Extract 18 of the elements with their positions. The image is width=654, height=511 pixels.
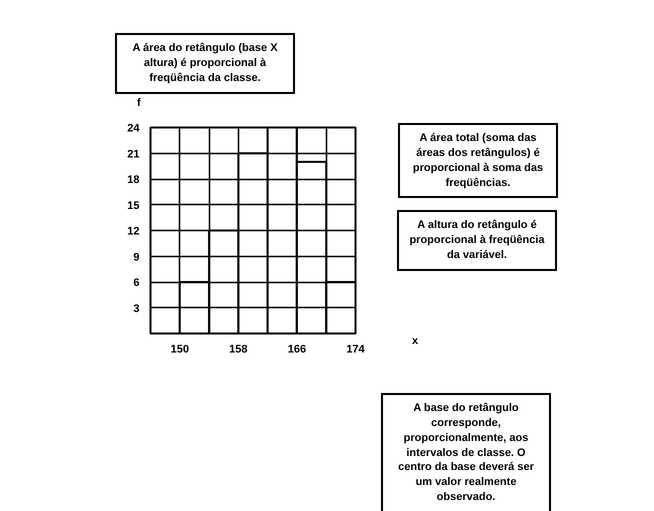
x-axis-title: x <box>412 334 418 349</box>
y-tick-label: 9 <box>133 251 140 264</box>
y-tick-label: 6 <box>133 277 140 289</box>
text: A área total (soma das áreas dos retângulos) é proporcional à soma das freqüências. <box>412 131 544 190</box>
y-tick-label: 21 <box>127 148 140 160</box>
x-tick-label: 158 <box>229 344 248 356</box>
y-tick-label: 18 <box>127 174 140 186</box>
x-tick-label: 174 <box>346 344 366 356</box>
text: A altura do retângulo é proporcional à freqüência da variável. <box>408 218 546 263</box>
y-tick-label: 24 <box>127 122 140 134</box>
y-tick-label: 12 <box>127 226 140 238</box>
y-tick-label: 3 <box>133 302 140 315</box>
y-tick-label: 15 <box>127 200 140 212</box>
x-tick-label: 150 <box>170 344 189 356</box>
x-tick-label: 166 <box>288 344 306 356</box>
y-axis-title: f <box>137 96 141 111</box>
text: A base do retângulo corresponde, proporcionalmente, aos intervalos de classe. O centro da base deverá ser um valor realmente observado. <box>397 401 535 505</box>
text: A área do retângulo (base X altura) é proporcional à freqüência da classe. <box>131 41 279 86</box>
